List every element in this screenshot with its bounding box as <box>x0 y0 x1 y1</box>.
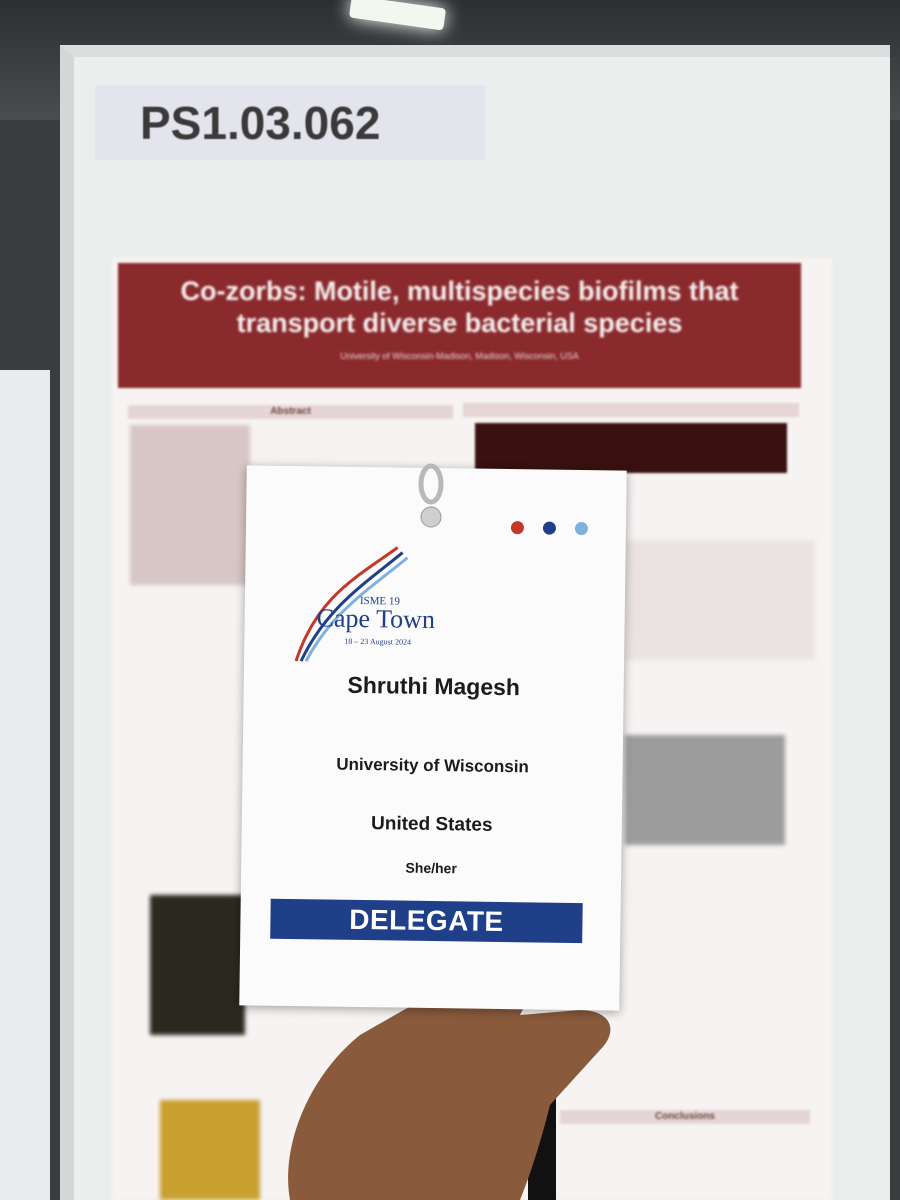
board-label: PS1.03.062 <box>95 85 485 160</box>
attendee-institution: University of Wisconsin <box>336 754 530 777</box>
section-heading: Abstract <box>128 405 453 419</box>
neighbor-board <box>0 370 50 1200</box>
section-heading <box>463 403 799 417</box>
event-city: Cape Town <box>316 603 436 635</box>
poster-affiliation: University of Wisconsin-Madison, Madison… <box>340 351 579 361</box>
poster-figure <box>625 735 785 845</box>
logo-stroke <box>294 546 399 662</box>
hand-fill <box>288 940 611 1200</box>
attendee-name: Shruthi Magesh <box>347 671 521 701</box>
logo-stroke <box>304 556 409 662</box>
hook-eyelet <box>420 506 442 528</box>
poster-text <box>130 425 250 585</box>
poster-figure <box>625 540 815 660</box>
attendee-country: United States <box>370 813 493 836</box>
poster-figure <box>150 895 245 1035</box>
badge-hook <box>418 463 444 528</box>
event-dates: 18 – 23 August 2024 <box>344 636 412 647</box>
badge-dot <box>542 521 557 535</box>
poster-image <box>475 423 787 473</box>
section-heading: Conclusions <box>560 1110 810 1124</box>
hand-shape <box>288 940 611 1200</box>
badge-dot <box>574 521 589 536</box>
poster-title: Co-zorbs: Motile, multispecies biofilms … <box>180 276 739 338</box>
badge-dot <box>510 521 525 535</box>
attendee-pronouns: She/her <box>405 859 457 877</box>
poster-figure <box>160 1100 260 1200</box>
badge-logo <box>294 546 409 662</box>
hook-ring <box>418 463 444 505</box>
hand <box>250 915 630 1200</box>
attendee-role: DELEGATE <box>270 898 583 944</box>
logo-stroke <box>299 551 404 662</box>
poster-header: Co-zorbs: Motile, multispecies biofilms … <box>118 263 801 388</box>
badge: ISME 19 Cape Town 18 – 23 August 2024 Sh… <box>239 465 627 1011</box>
